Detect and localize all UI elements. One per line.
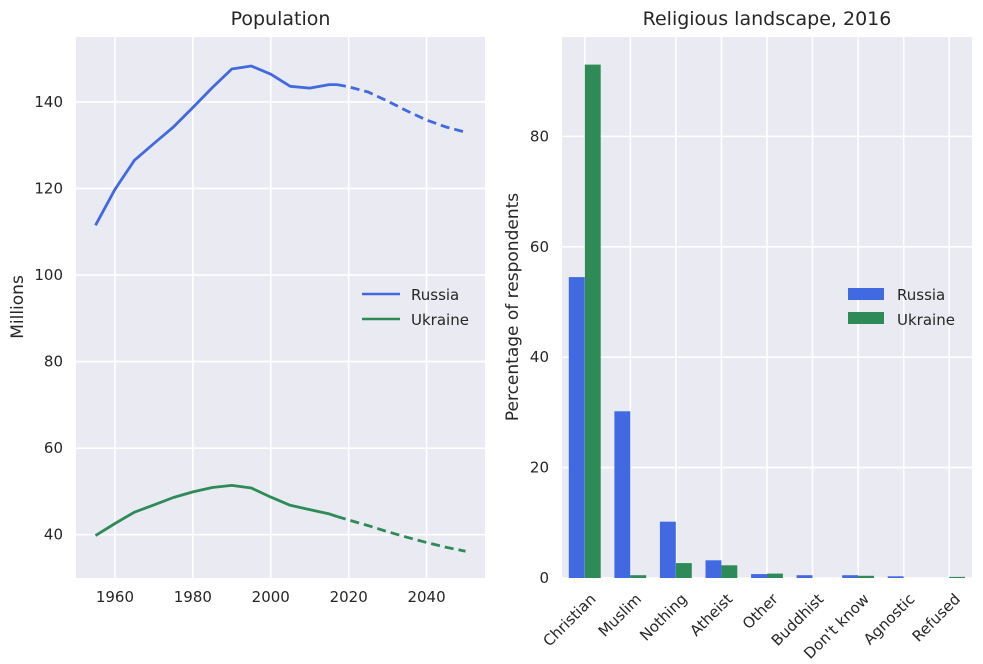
population-plot-area xyxy=(76,37,485,578)
x-tick-label: Other xyxy=(739,589,782,632)
series-line-ukraine xyxy=(94,483,338,537)
y-tick-label: 40 xyxy=(530,348,549,366)
x-tick-label: 1980 xyxy=(174,588,212,606)
population-chart-title: Population xyxy=(231,8,331,30)
bar-russia xyxy=(842,575,859,578)
y-tick-label: 0 xyxy=(539,569,549,587)
bar-ukraine xyxy=(675,563,692,578)
bar-ukraine xyxy=(584,64,601,579)
bar-russia xyxy=(659,521,676,578)
religion-chart-title: Religious landscape, 2016 xyxy=(643,8,892,30)
legend-label-ukraine: Ukraine xyxy=(897,311,955,329)
legend-label-russia: Russia xyxy=(411,286,459,304)
population-y-axis-label: Millions xyxy=(8,275,28,339)
bar-russia xyxy=(796,575,813,578)
legend-swatch-ukraine xyxy=(848,312,884,324)
religion-y-axis-label: Percentage of respondents xyxy=(503,193,523,421)
bar-ukraine xyxy=(858,575,874,578)
bar-russia xyxy=(614,411,631,578)
x-tick-label: Atheist xyxy=(686,590,736,640)
legend-label-russia: Russia xyxy=(897,286,945,304)
bar-russia xyxy=(751,574,767,578)
x-tick-label: 2000 xyxy=(252,588,290,606)
bar-ukraine xyxy=(721,565,738,578)
religion-grid xyxy=(562,37,972,579)
religion-bars xyxy=(568,64,966,579)
y-tick-label: 140 xyxy=(34,93,63,111)
x-tick-label: Christian xyxy=(540,590,600,650)
y-tick-label: 80 xyxy=(44,353,63,371)
series-projection-line-russia xyxy=(336,83,466,134)
x-tick-label: 1960 xyxy=(96,588,134,606)
y-tick-label: 80 xyxy=(530,127,549,145)
y-tick-label: 40 xyxy=(44,526,63,544)
series-line-russia xyxy=(94,64,337,226)
bar-ukraine xyxy=(767,573,783,578)
x-tick-label: 2020 xyxy=(330,588,368,606)
series-projection-line-ukraine xyxy=(336,515,466,553)
y-tick-label: 60 xyxy=(530,238,549,256)
y-tick-label: 20 xyxy=(530,459,549,477)
population-legend: Russia Ukraine xyxy=(362,286,469,329)
bar-russia xyxy=(887,576,904,578)
legend-label-ukraine: Ukraine xyxy=(411,311,469,329)
y-tick-label: 120 xyxy=(34,179,63,197)
bar-russia xyxy=(568,277,585,578)
y-tick-label: 60 xyxy=(44,439,63,457)
population-grid xyxy=(76,37,485,578)
bar-ukraine xyxy=(949,576,966,578)
bar-ukraine xyxy=(630,575,647,578)
bar-russia xyxy=(705,560,722,578)
legend-swatch-russia xyxy=(848,288,884,300)
x-tick-label: Nothing xyxy=(636,590,690,644)
population-lines xyxy=(94,64,466,553)
religion-legend: Russia Ukraine xyxy=(848,286,955,329)
population-tick-labels: 1960 1980 2000 2020 2040 40 60 80 100 120 140 xyxy=(34,93,445,606)
population-chart: 1960 1980 2000 2020 2040 40 60 80 100 120 140 Popu… xyxy=(8,8,485,606)
x-tick-label: Refused xyxy=(909,590,964,645)
x-tick-label: 2040 xyxy=(407,588,445,606)
y-tick-label: 100 xyxy=(34,266,63,284)
